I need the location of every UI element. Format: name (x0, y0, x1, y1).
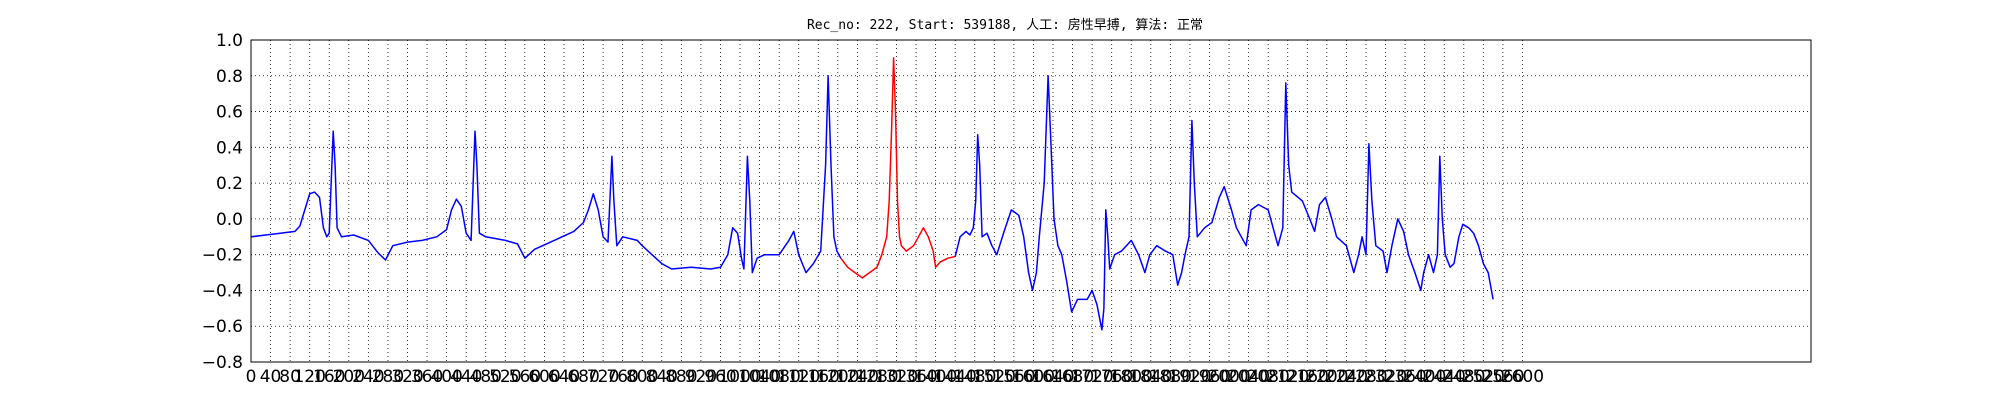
x-tick-label: 0 (246, 367, 257, 387)
x-tick-label: 1360 (894, 367, 937, 387)
x-tick-label: 560 (509, 367, 541, 387)
x-tick-label: 400 (430, 367, 462, 387)
x-tick-label: 1760 (1090, 367, 1133, 387)
x-tick-label: 1440 (934, 367, 977, 387)
x-tick-label: 1320 (875, 367, 918, 387)
x-tick-label: 160 (313, 367, 345, 387)
x-tick-label: 520 (489, 367, 521, 387)
series-group (250, 57, 1494, 331)
x-tick-label: 1720 (1070, 367, 1113, 387)
x-tick-label: 1920 (1168, 367, 1211, 387)
x-tick-label: 480 (470, 367, 502, 387)
x-tick-label: 280 (372, 367, 404, 387)
x-tick-label: 2480 (1442, 367, 1485, 387)
x-tick-label: 2080 (1247, 367, 1290, 387)
series-line-1 (250, 75, 842, 274)
x-tick-label: 240 (352, 367, 384, 387)
x-tick-label: 2200 (1305, 367, 1348, 387)
x-tick-label: 1120 (777, 367, 820, 387)
y-tick-label: −0.6 (202, 317, 243, 337)
x-tick-label: 640 (548, 367, 580, 387)
x-tick-label: 1560 (992, 367, 1035, 387)
x-tick-label: 2400 (1403, 367, 1446, 387)
y-tick-label: −0.4 (202, 281, 243, 301)
x-tick-label: 2240 (1325, 367, 1368, 387)
series-line-3 (954, 75, 1494, 331)
x-tick-label: 80 (279, 367, 301, 387)
x-tick-label: 1960 (1188, 367, 1231, 387)
x-tick-label: 2040 (1227, 367, 1270, 387)
y-tick-label: 0.2 (216, 174, 243, 194)
x-tick-label: 960 (704, 367, 736, 387)
x-tick-label: 2360 (1383, 367, 1426, 387)
x-tick-label: 1640 (1031, 367, 1074, 387)
plot-frame (250, 39, 1812, 363)
x-tick-label: 1040 (738, 367, 781, 387)
x-tick-label: 880 (665, 367, 697, 387)
y-tick-label: 0.8 (216, 67, 243, 87)
x-axis: 0 408012016020024028032036040044048052056… (246, 367, 1545, 387)
x-tick-label: 1280 (855, 367, 898, 387)
x-tick-label: 1200 (816, 367, 859, 387)
y-axis: 1.0 0.8 0.6 0.4 0.2 0.0 −0.2 −0.4 −0.6 −0.8 (202, 31, 243, 373)
x-tick-label: 360 (411, 367, 443, 387)
x-tick-label: 1400 (914, 367, 957, 387)
x-tick-label: 1160 (797, 367, 840, 387)
x-tick-label: 2000 (1207, 367, 1250, 387)
y-tick-label: −0.2 (202, 246, 243, 266)
y-tick-label: 0.0 (216, 210, 243, 230)
x-tick-label: 1680 (1051, 367, 1094, 387)
x-tick-label: 1600 (1012, 367, 1055, 387)
y-tick-label: 0.6 (216, 103, 243, 123)
x-tick-label: 200 (333, 367, 365, 387)
x-tick-label: 120 (293, 367, 325, 387)
x-tick-label: 2320 (1364, 367, 1407, 387)
y-tick-label: −0.8 (202, 353, 243, 373)
x-tick-label: 680 (567, 367, 599, 387)
x-tick-label: 1480 (953, 367, 996, 387)
x-tick-label: 2120 (1266, 367, 1309, 387)
x-tick-label: 2440 (1423, 367, 1466, 387)
x-tick-label: 760 (606, 367, 638, 387)
x-tick-label: 2520 (1462, 367, 1505, 387)
x-tick-label: 1000 (718, 367, 761, 387)
x-tick-label: 2600 (1501, 367, 1544, 387)
x-tick-label: 1800 (1110, 367, 1153, 387)
grid (250, 39, 1811, 363)
series-line-2 (840, 57, 956, 279)
x-tick-label: 1840 (1129, 367, 1172, 387)
x-tick-label: 2280 (1344, 367, 1387, 387)
x-tick-label: 40 (260, 367, 282, 387)
x-tick-label: 840 (646, 367, 678, 387)
y-tick-label: 0.4 (216, 138, 243, 158)
x-tick-label: 1520 (973, 367, 1016, 387)
chart-title: Rec_no: 222, Start: 539188, 人工: 房性早搏, 算法… (807, 17, 1203, 33)
x-tick-label: 600 (528, 367, 560, 387)
x-tick-label: 1880 (1149, 367, 1192, 387)
x-tick-label: 440 (450, 367, 482, 387)
x-tick-label: 2160 (1286, 367, 1329, 387)
y-tick-label: 1.0 (216, 31, 243, 51)
x-tick-label: 320 (391, 367, 423, 387)
x-tick-label: 1080 (758, 367, 801, 387)
x-tick-label: 920 (685, 367, 717, 387)
x-tick-label: 800 (626, 367, 658, 387)
x-tick-label: 2560 (1481, 367, 1524, 387)
x-tick-label: 720 (587, 367, 619, 387)
x-tick-label: 1240 (836, 367, 879, 387)
